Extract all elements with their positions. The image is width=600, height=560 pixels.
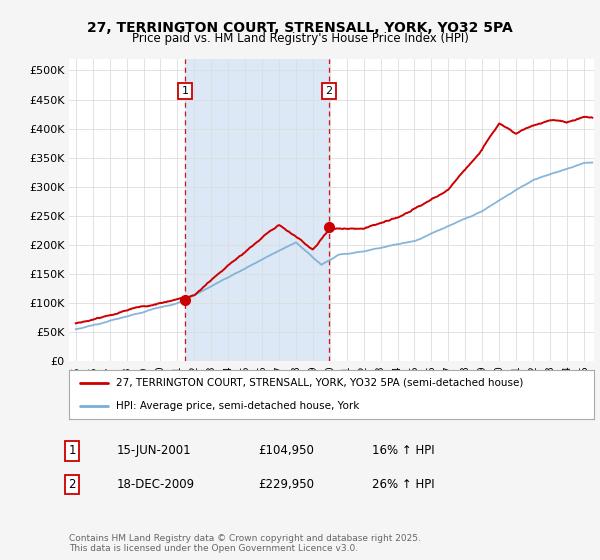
Text: 26% ↑ HPI: 26% ↑ HPI — [372, 478, 434, 491]
Text: 18-DEC-2009: 18-DEC-2009 — [117, 478, 195, 491]
Text: Price paid vs. HM Land Registry's House Price Index (HPI): Price paid vs. HM Land Registry's House … — [131, 32, 469, 45]
Text: £104,950: £104,950 — [258, 444, 314, 458]
Text: £229,950: £229,950 — [258, 478, 314, 491]
Text: 2: 2 — [326, 86, 332, 96]
Text: 16% ↑ HPI: 16% ↑ HPI — [372, 444, 434, 458]
Text: 2: 2 — [68, 478, 76, 491]
Text: 27, TERRINGTON COURT, STRENSALL, YORK, YO32 5PA (semi-detached house): 27, TERRINGTON COURT, STRENSALL, YORK, Y… — [116, 378, 524, 388]
Text: 1: 1 — [68, 444, 76, 458]
Text: 1: 1 — [182, 86, 188, 96]
Text: Contains HM Land Registry data © Crown copyright and database right 2025.
This d: Contains HM Land Registry data © Crown c… — [69, 534, 421, 553]
Text: 15-JUN-2001: 15-JUN-2001 — [117, 444, 191, 458]
Text: 27, TERRINGTON COURT, STRENSALL, YORK, YO32 5PA: 27, TERRINGTON COURT, STRENSALL, YORK, Y… — [87, 21, 513, 35]
Text: HPI: Average price, semi-detached house, York: HPI: Average price, semi-detached house,… — [116, 400, 359, 410]
Bar — [185, 59, 329, 361]
